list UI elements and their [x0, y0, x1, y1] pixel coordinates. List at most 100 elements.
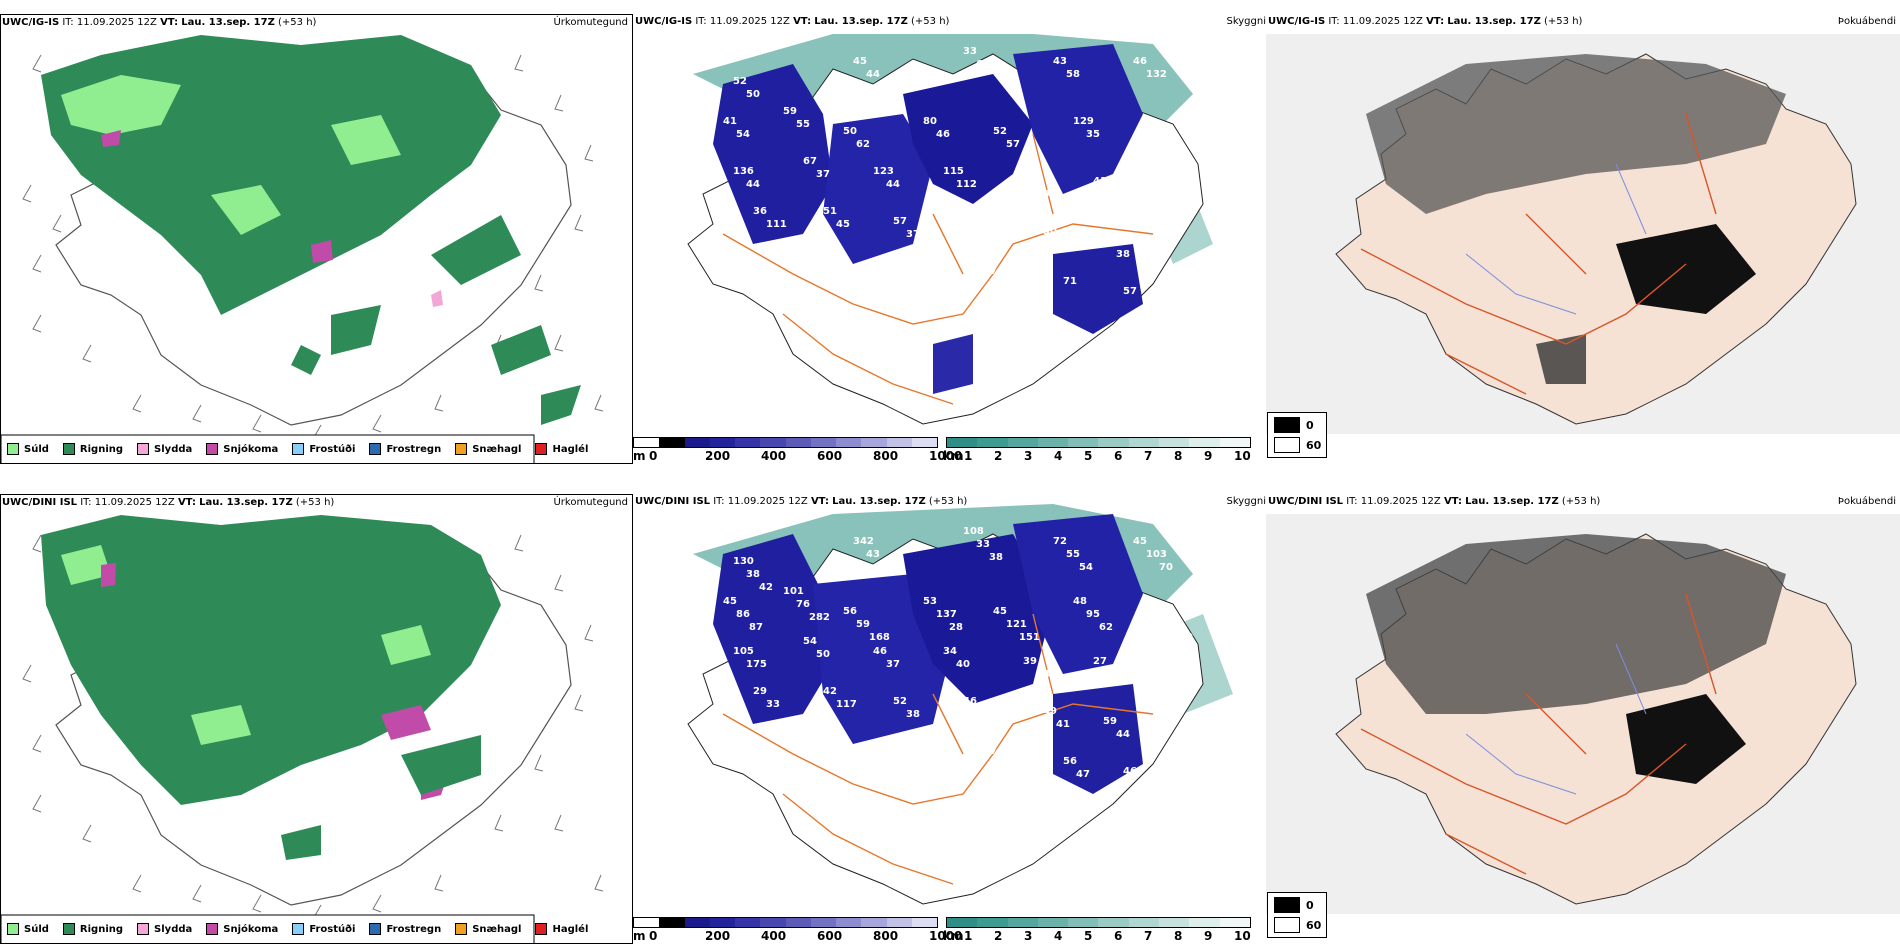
panel-header: UWC/IG-IS IT: 11.09.2025 12Z VT: Lau. 13… — [635, 16, 950, 27]
ceiling-value-label: 151 — [1019, 632, 1040, 643]
scale-tick-label: 800 — [873, 449, 899, 463]
scale-tick-label: 9 — [1204, 449, 1213, 463]
scale-tick-label: 1000 — [929, 449, 963, 463]
legend-item: Frostúði — [292, 923, 355, 935]
scale-segment — [1219, 918, 1250, 927]
scale-tick-label: 800 — [873, 929, 899, 943]
legend-swatch — [455, 443, 468, 455]
fog-legend-swatch-white — [1274, 917, 1300, 933]
ceiling-value-label: 54 — [803, 636, 817, 647]
scale-segment — [785, 918, 811, 927]
scale-segment — [709, 438, 735, 447]
roads — [722, 613, 1154, 885]
ceiling-value-label: 43 — [866, 549, 880, 560]
scale-segment — [1098, 918, 1129, 927]
ceiling-value-label: 53 — [923, 596, 937, 607]
scale-tick-label: 5 — [1084, 929, 1093, 943]
ceiling-value-label: 112 — [916, 749, 937, 760]
ceiling-value-label: 37 — [906, 229, 920, 240]
ceiling-value-label: 57 — [893, 216, 907, 227]
ceiling-value-label: 50 — [843, 126, 857, 137]
visibility-ticks: 1 2 3 4 5 6 7 8 9 10 — [946, 449, 1251, 463]
ceiling-value-label: 130 — [733, 556, 754, 567]
scale-segment — [1219, 438, 1250, 447]
ceiling-value-label: 52 — [893, 696, 907, 707]
scale-tick-label: 400 — [761, 449, 787, 463]
ceiling-value-label: 44 — [1116, 729, 1130, 740]
legend-item: Slydda — [137, 443, 192, 455]
ceiling-value-label: 52 — [733, 76, 747, 87]
rain-areas — [41, 515, 501, 860]
ceiling-value-label: 47 — [983, 266, 997, 277]
ceiling-value-label: 41 — [1093, 176, 1107, 187]
ceiling-unit: m — [633, 929, 646, 943]
roads — [722, 133, 1154, 405]
scale-tick-label: 1000 — [929, 929, 963, 943]
fog-legend-swatch-black — [1274, 417, 1300, 433]
precip-map-bottom — [1, 515, 604, 943]
ceiling-value-label: 111 — [766, 219, 787, 230]
legend-item: Súld — [7, 923, 49, 935]
fog-legend-swatch-white — [1274, 437, 1300, 453]
ceiling-value-label: 56 — [1063, 756, 1077, 767]
ceiling-value-label: 46 — [1123, 766, 1137, 777]
ceiling-value-label: 112 — [956, 179, 977, 190]
ceiling-value-label: 59 — [856, 619, 870, 630]
scale-tick-label: 4 — [1054, 929, 1063, 943]
ceiling-value-label: 129 — [1073, 116, 1094, 127]
ceiling-value-label: 72 — [1053, 536, 1067, 547]
ceiling-value-label: 101 — [783, 586, 804, 597]
ceiling-value-label: 49 — [1043, 706, 1057, 717]
legend-swatch — [206, 443, 219, 455]
ceiling-value-label: 60 — [976, 59, 990, 70]
precip-legend: Súld Rigning Slydda Snjókoma Frostúði Fr… — [7, 443, 588, 455]
panel-title: Þokuábendi — [1837, 16, 1896, 27]
ceiling-value-label: 282 — [809, 612, 830, 623]
scale-segment — [1098, 438, 1129, 447]
legend-swatch — [535, 923, 548, 935]
scale-segment — [709, 918, 735, 927]
scale-tick-label: 10 — [1234, 449, 1251, 463]
ceiling-value-label: 115 — [943, 166, 964, 177]
scale-segment — [659, 438, 685, 447]
panel-header: UWC/IG-IS IT: 11.09.2025 12Z VT: Lau. 13… — [1268, 16, 1583, 27]
scale-segment — [977, 918, 1008, 927]
legend-swatch — [137, 443, 150, 455]
ceiling-value-label: 59 — [783, 106, 797, 117]
ceiling-value-label: 48 — [1073, 596, 1087, 607]
panel-title: Úrkomutegund — [553, 17, 628, 28]
scale-segment — [1068, 918, 1099, 927]
legend-swatch — [369, 923, 382, 935]
scale-segment — [861, 438, 887, 447]
ceiling-value-label: 24 — [1166, 619, 1180, 630]
ceiling-value-label: 37 — [886, 659, 900, 670]
scale-segment — [760, 918, 786, 927]
scale-tick-label: 1 — [964, 929, 973, 943]
ceiling-value-label: 44 — [746, 179, 760, 190]
legend-item: Frostregn — [369, 923, 441, 935]
ceiling-value-label: 54 — [736, 129, 750, 140]
ceiling-value-label: 55 — [796, 119, 810, 130]
ceiling-value-label: 35 — [976, 229, 990, 240]
ceiling-value-label: 46 — [963, 696, 977, 707]
legend-item: Rigning — [62, 443, 123, 455]
fog-map-top — [1266, 34, 1900, 434]
visibility-scale-bar — [946, 437, 1251, 448]
panel-header: UWC/DINI ISL IT: 11.09.2025 12Z VT: Lau.… — [1268, 496, 1601, 507]
fog-legend: 0 60 — [1267, 412, 1327, 458]
ceiling-value-label: 42 — [759, 582, 773, 593]
ceiling-value-label: 33 — [766, 699, 780, 710]
legend-item: Snæhagl — [455, 923, 521, 935]
scale-tick-label: 7 — [1144, 449, 1153, 463]
legend-item: Snjókoma — [206, 443, 278, 455]
scale-segment — [760, 438, 786, 447]
ceiling-value-label: 123 — [873, 166, 894, 177]
legend-swatch — [206, 923, 219, 935]
ceiling-value-label: 28 — [949, 622, 963, 633]
ceiling-value-label: 47 — [1076, 769, 1090, 780]
panel-title: Þokuábendi — [1837, 496, 1896, 507]
legend-item: Haglél — [535, 923, 588, 935]
scale-segment — [1159, 918, 1190, 927]
panel-title: Skyggni — [1226, 16, 1266, 27]
scale-segment — [911, 438, 937, 447]
